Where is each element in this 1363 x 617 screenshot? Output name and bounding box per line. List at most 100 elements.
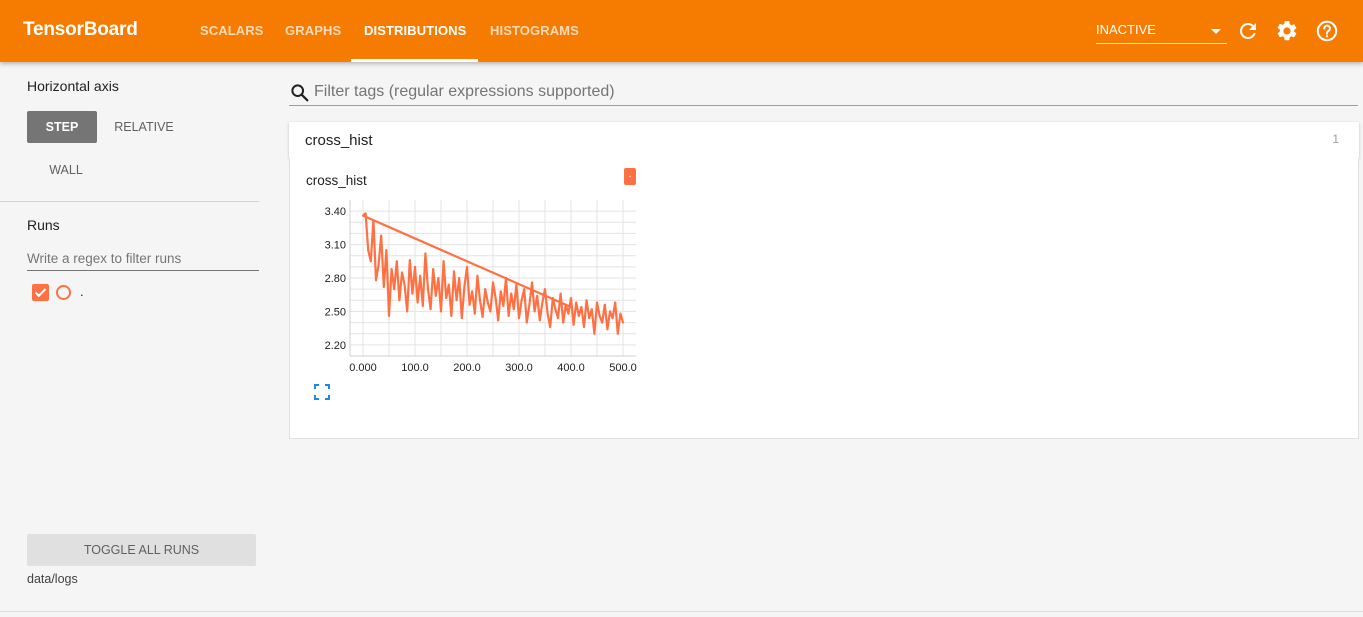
data-point [489, 310, 492, 313]
y-tick-label: 2.80 [325, 273, 346, 285]
axis-step-button[interactable]: STEP [27, 111, 97, 143]
data-point [440, 310, 442, 313]
help-icon[interactable] [1315, 19, 1339, 43]
data-point [544, 288, 546, 291]
data-point [411, 292, 414, 295]
data-point [622, 321, 624, 324]
data-point [484, 288, 487, 291]
data-point [473, 312, 476, 315]
data-point [476, 274, 479, 277]
tab-distributions[interactable]: DISTRIBUTIONS [364, 23, 467, 38]
tag-filter[interactable]: Filter tags (regular expressions support… [289, 80, 1358, 106]
refresh-icon[interactable] [1236, 19, 1260, 43]
settings-icon[interactable] [1275, 19, 1299, 43]
data-point [403, 283, 406, 286]
search-icon [291, 84, 309, 102]
data-point [471, 290, 474, 293]
category-header[interactable]: cross_hist 1 [289, 122, 1359, 158]
data-point [593, 332, 596, 335]
data-point [551, 297, 554, 300]
dropdown-value: INACTIVE [1096, 22, 1156, 37]
data-point [479, 299, 481, 302]
tag-filter-input[interactable]: Filter tags (regular expressions support… [314, 83, 615, 100]
data-point [564, 303, 567, 306]
data-point [619, 312, 622, 315]
data-point [466, 265, 468, 268]
toggle-all-runs-button[interactable]: TOGGLE ALL RUNS [27, 534, 256, 566]
y-tick-label: 2.50 [325, 306, 346, 318]
data-point [380, 234, 383, 237]
data-point [520, 299, 523, 302]
trend-line [362, 214, 572, 308]
data-point [596, 301, 598, 304]
runs-heading: Runs [27, 217, 60, 233]
data-point [385, 249, 388, 252]
data-point [512, 308, 515, 311]
data-point [507, 314, 510, 317]
data-point [541, 301, 544, 304]
data-point [408, 259, 411, 262]
expand-icon[interactable] [314, 384, 330, 400]
data-point [416, 301, 419, 304]
data-point [536, 294, 539, 297]
data-point [598, 314, 601, 317]
distribution-chart[interactable]: 3.40 3.10 2.80 2.50 2.200.000 100.0 200.0 300.0… [290, 158, 650, 383]
data-point [554, 308, 557, 311]
data-point [421, 304, 424, 307]
data-point [518, 317, 520, 320]
data-point [450, 314, 453, 317]
data-point [505, 277, 507, 279]
x-tick-label: 500.0 [609, 362, 637, 374]
data-point [557, 317, 559, 320]
data-point [559, 292, 562, 295]
data-point [455, 299, 458, 302]
data-point [583, 326, 585, 329]
tab-histograms[interactable]: HISTOGRAMS [490, 23, 579, 38]
axis-wall-button[interactable]: WALL [49, 163, 83, 177]
data-point [549, 326, 552, 329]
data-point [390, 268, 393, 271]
data-point [395, 260, 398, 263]
run-name: . [80, 284, 84, 299]
y-tick-label: 2.20 [325, 340, 346, 352]
data-point [585, 299, 588, 302]
data-point [492, 281, 494, 284]
data-point [406, 310, 409, 313]
run-checkbox[interactable] [32, 284, 49, 301]
caret-down-icon [1211, 29, 1221, 34]
sidebar: Horizontal axis STEP RELATIVE WALL Runs … [0, 62, 276, 617]
tab-graphs[interactable]: GRAPHS [285, 23, 342, 38]
active-tab-indicator [351, 59, 478, 62]
tab-scalars[interactable]: SCALARS [200, 23, 264, 38]
data-point [580, 305, 583, 308]
category-pane: cross_hist . 3.40 3.10 2.80 2.50 2.20 0.000 10… [289, 158, 1359, 439]
data-point [572, 323, 575, 326]
runs-filter-input[interactable]: Write a regex to filter runs [27, 248, 259, 271]
run-color-radio[interactable] [56, 285, 71, 300]
data-point [614, 301, 617, 304]
data-point [481, 316, 484, 318]
data-point [546, 312, 549, 315]
data-point [447, 283, 450, 286]
data-point [577, 314, 580, 317]
data-point [570, 297, 572, 300]
data-point [499, 290, 502, 293]
data-point [515, 283, 518, 286]
data-point [611, 317, 614, 320]
data-point [494, 297, 497, 300]
data-point [590, 308, 593, 311]
top-app-bar: TensorBoard SCALARS GRAPHS DISTRIBUTIONS… [0, 0, 1363, 62]
data-point [424, 252, 427, 255]
data-point [364, 212, 367, 215]
inactive-plugins-dropdown[interactable]: INACTIVE [1096, 18, 1227, 44]
data-point [375, 279, 377, 282]
data-point [432, 268, 435, 271]
axis-relative-button[interactable]: RELATIVE [114, 120, 174, 134]
data-point [486, 301, 489, 304]
data-point [393, 288, 396, 291]
category-count: 1 [1332, 132, 1339, 146]
bottom-divider [0, 611, 1363, 612]
data-point [445, 297, 448, 300]
data-point [367, 249, 370, 252]
card-title: cross_hist [306, 173, 367, 188]
